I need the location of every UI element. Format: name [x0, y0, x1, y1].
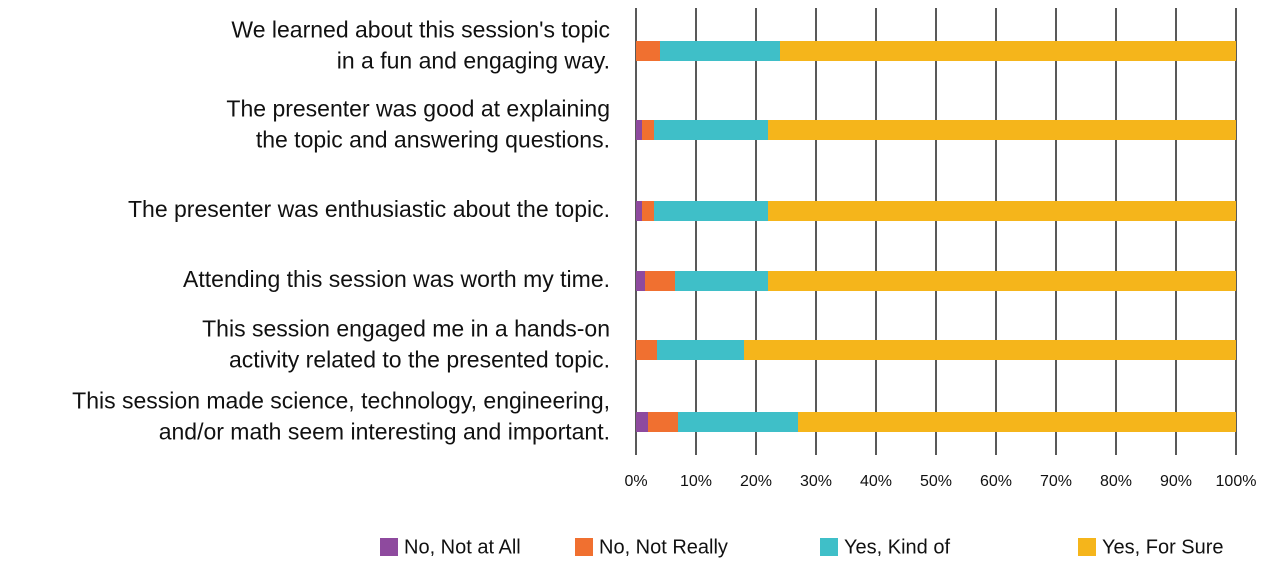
- legend-swatch: [380, 538, 398, 556]
- bar-segment: [660, 41, 780, 61]
- y-tick-label: activity related to the presented topic.: [229, 347, 610, 373]
- x-tick-label: 100%: [1216, 473, 1257, 490]
- y-tick-label: We learned about this session's topic: [231, 17, 610, 43]
- y-tick-label: The presenter was good at explaining: [226, 96, 610, 122]
- bar-segment: [642, 201, 654, 221]
- legend-label: Yes, Kind of: [844, 536, 950, 558]
- y-tick-label: This session made science, technology, e…: [72, 388, 610, 414]
- bar-segment: [675, 271, 768, 291]
- bar-segment: [780, 41, 1236, 61]
- legend-label: No, Not Really: [599, 536, 728, 558]
- x-tick-label: 30%: [800, 473, 832, 490]
- x-tick-label: 70%: [1040, 473, 1072, 490]
- bar-segment: [642, 120, 654, 140]
- x-tick-label: 10%: [680, 473, 712, 490]
- bar-segment: [657, 340, 744, 360]
- x-tick-label: 90%: [1160, 473, 1192, 490]
- x-tick-label: 20%: [740, 473, 772, 490]
- legend-label: Yes, For Sure: [1102, 536, 1224, 558]
- bar-segment: [768, 120, 1236, 140]
- bar-segment: [798, 412, 1236, 432]
- bar-segment: [768, 271, 1236, 291]
- x-tick-label: 60%: [980, 473, 1012, 490]
- bar-segment: [648, 412, 678, 432]
- y-tick-label: Attending this session was worth my time…: [183, 266, 610, 292]
- bar-segment: [768, 201, 1236, 221]
- bar-segment: [636, 340, 657, 360]
- y-tick-label: and/or math seem interesting and importa…: [159, 419, 610, 445]
- legend-swatch: [820, 538, 838, 556]
- bar-segment: [636, 412, 648, 432]
- bar-segment: [744, 340, 1236, 360]
- bar-segment: [636, 201, 642, 221]
- bar-segment: [636, 41, 660, 61]
- y-tick-label: the topic and answering questions.: [256, 127, 610, 153]
- bar-segment: [636, 120, 642, 140]
- y-tick-label: The presenter was enthusiastic about the…: [128, 196, 610, 222]
- bar-segment: [645, 271, 675, 291]
- x-tick-label: 0%: [624, 473, 647, 490]
- y-tick-label: This session engaged me in a hands-on: [202, 316, 610, 342]
- bar-segment: [636, 271, 645, 291]
- x-tick-label: 50%: [920, 473, 952, 490]
- legend-swatch: [1078, 538, 1096, 556]
- bar-segment: [654, 120, 768, 140]
- bar-segment: [678, 412, 798, 432]
- x-tick-label: 40%: [860, 473, 892, 490]
- legend-swatch: [575, 538, 593, 556]
- legend-label: No, Not at All: [404, 536, 521, 558]
- x-tick-label: 80%: [1100, 473, 1132, 490]
- bar-segment: [654, 201, 768, 221]
- y-tick-label: in a fun and engaging way.: [337, 48, 610, 74]
